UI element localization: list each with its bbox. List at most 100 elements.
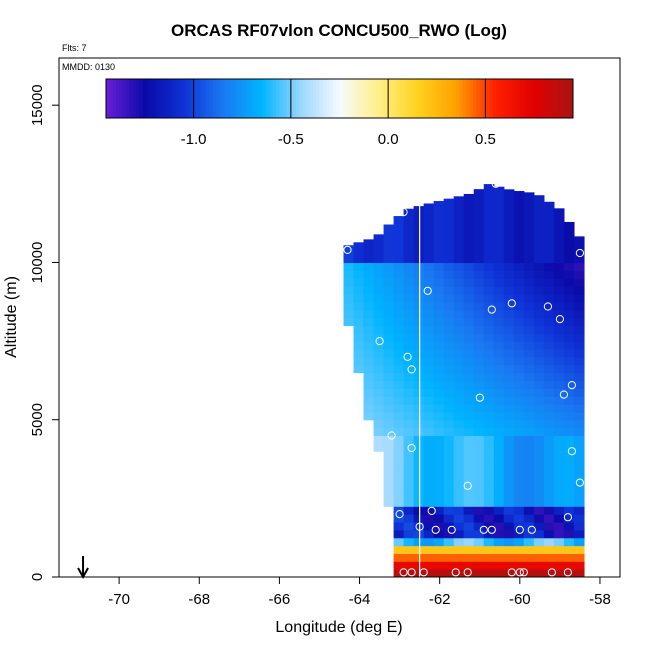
heatmap-cell: [493, 474, 505, 484]
observation-point: [575, 248, 585, 258]
heatmap-cell: [573, 396, 585, 405]
colorbar-swatch: [569, 79, 574, 118]
heatmap-cell: [493, 419, 505, 429]
heatmap-cell: [383, 451, 395, 460]
heatmap-cell: [533, 286, 545, 295]
heatmap-cell: [393, 529, 405, 539]
heatmap-cell: [513, 356, 525, 366]
heatmap-cell: [453, 411, 465, 421]
heatmap-cell: [473, 521, 485, 531]
colorbar-swatch: [412, 79, 417, 118]
heatmap-cell: [483, 301, 495, 311]
heatmap-cell: [563, 262, 575, 271]
observation-point: [479, 525, 488, 534]
heatmap-cell: [463, 262, 475, 271]
heatmap-cell: [393, 325, 405, 334]
observation-point: [559, 198, 569, 207]
heatmap-cell: [433, 207, 445, 216]
heatmap-cell: [463, 317, 475, 326]
heatmap-cell: [513, 191, 525, 193]
heatmap-cell: [433, 238, 445, 248]
heatmap-cell: [383, 309, 395, 319]
heatmap-cell: [493, 364, 505, 374]
heatmap-cell: [543, 207, 555, 216]
heatmap-cell: [543, 201, 555, 209]
heatmap-cell: [473, 451, 485, 460]
colorbar-swatch: [449, 79, 454, 118]
heatmap-cell: [413, 474, 425, 484]
heatmap-cell: [373, 309, 385, 319]
heatmap-cell: [433, 427, 445, 437]
heatmap-cell: [423, 278, 435, 287]
heatmap-cell: [413, 317, 425, 326]
heatmap-cell: [563, 372, 575, 382]
heatmap-cell: [523, 561, 535, 570]
colorbar-swatch: [316, 79, 320, 118]
heatmap-cell: [483, 356, 495, 366]
observation-point: [563, 568, 573, 577]
heatmap-cell: [553, 459, 565, 468]
heatmap-cell: [533, 506, 545, 515]
heatmap-cell: [423, 482, 435, 492]
heatmap-cell: [473, 189, 485, 193]
heatmap-cell: [433, 341, 445, 350]
heatmap-cell: [523, 293, 535, 303]
heatmap-cell: [463, 372, 475, 382]
heatmap-cell: [493, 199, 505, 209]
heatmap-cell: [463, 569, 475, 577]
heatmap-cell: [503, 215, 515, 224]
heatmap-cell: [483, 215, 495, 224]
heatmap-cell: [563, 238, 575, 248]
heatmap-cell: [523, 192, 535, 201]
heatmap-cell: [513, 223, 525, 232]
heatmap-cell: [483, 333, 495, 342]
heatmap-cell: [433, 553, 445, 562]
heatmap-cell: [523, 419, 535, 429]
heatmap-cell: [403, 521, 415, 531]
observation-point: [575, 478, 585, 487]
heatmap-cell: [393, 341, 405, 350]
heatmap-cell: [543, 238, 555, 248]
heatmap-cell: [443, 348, 455, 358]
heatmap-cell: [373, 234, 385, 240]
heatmap-cell: [513, 317, 525, 326]
heatmap-cell: [373, 427, 385, 437]
heatmap-cell: [423, 514, 435, 523]
heatmap-cell: [473, 569, 485, 577]
heatmap-cell: [483, 278, 495, 287]
heatmap-cell: [473, 388, 485, 397]
heatmap-cell: [353, 270, 365, 279]
heatmap-cell: [433, 215, 445, 224]
heatmap-cell: [503, 514, 515, 523]
colorbar-swatch: [302, 79, 307, 118]
heatmap-cell: [503, 443, 515, 452]
heatmap-cell: [573, 309, 585, 319]
heatmap-cell: [493, 451, 505, 460]
heatmap-cell: [543, 301, 555, 311]
observation-point: [507, 568, 516, 577]
heatmap-cell: [473, 474, 485, 484]
heatmap-cell: [363, 278, 375, 287]
heatmap-cell: [553, 208, 565, 216]
heatmap-cell: [533, 451, 545, 460]
heatmap-cell: [393, 498, 405, 507]
heatmap-cell: [433, 569, 445, 577]
heatmap-cell: [463, 215, 475, 224]
heatmap-cell: [423, 506, 435, 515]
colorbar-swatch: [426, 79, 431, 118]
heatmap-cell: [523, 466, 535, 476]
heatmap-cell: [503, 490, 515, 499]
colorbar-swatch: [466, 79, 471, 118]
heatmap-cell: [393, 396, 405, 405]
colorbar-swatch: [272, 79, 277, 118]
heatmap-cell: [433, 474, 445, 484]
colorbar-swatch: [239, 79, 244, 118]
heatmap-cell: [553, 435, 565, 444]
heatmap-cell: [533, 364, 545, 374]
colorbar-swatch: [382, 79, 387, 118]
colorbar-swatch: [566, 79, 571, 118]
heatmap-cell: [423, 317, 435, 326]
heatmap-cell: [363, 254, 375, 264]
heatmap-cell: [543, 372, 555, 382]
heatmap-cell: [373, 364, 385, 374]
